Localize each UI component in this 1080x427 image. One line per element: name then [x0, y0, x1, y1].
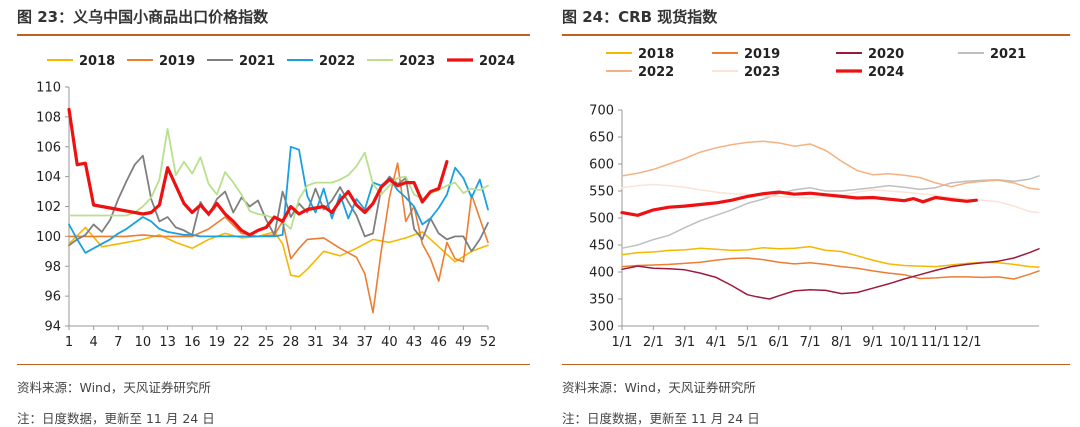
right-source-note: 资料来源：Wind，天风证券研究所	[562, 380, 756, 395]
x-tick-label: 5/1	[737, 335, 758, 350]
left-line-chart: 94 96 98 100 102 104 106 108 110 1 4 7 10 13 16 19 22 25 2…	[36, 54, 515, 350]
series-line-2024	[620, 190, 978, 217]
y-tick-label: 650	[589, 131, 614, 146]
x-tick-label: 19	[209, 335, 226, 350]
x-tick-label: 34	[332, 335, 349, 350]
y-tick-label: 550	[589, 185, 614, 200]
x-tick-label: 37	[356, 335, 373, 350]
y-tick-label: 300	[589, 320, 614, 335]
right-chart-title: 图 24：CRB 现货指数	[562, 8, 718, 26]
right-chart-panel: 图 24：CRB 现货指数 300 350 400 450 500 550 600 650 70…	[562, 0, 1070, 427]
x-tick-label: 40	[381, 335, 398, 350]
legend-label-2023: 2023	[744, 65, 780, 80]
x-tick-label: 25	[258, 335, 275, 350]
x-tick-label: 10/1	[890, 335, 919, 350]
y-tick-label: 102	[36, 200, 61, 215]
y-tick-label: 700	[589, 104, 614, 119]
right-title-rule	[562, 34, 1070, 36]
y-tick-label: 96	[44, 290, 61, 305]
y-tick-label: 106	[36, 140, 61, 155]
legend-label-2018: 2018	[79, 54, 115, 69]
left-bottom-rule	[17, 364, 530, 365]
x-tick-label: 1	[65, 335, 73, 350]
x-tick-label: 22	[233, 335, 250, 350]
legend-label-2019: 2019	[159, 54, 195, 69]
series-line-2022	[68, 145, 489, 254]
series-line-2018	[68, 226, 489, 278]
series-line-2024	[67, 107, 449, 237]
y-tick-label: 450	[589, 239, 614, 254]
y-tick-label: 94	[44, 320, 61, 335]
left-source-note: 资料来源：Wind，天风证券研究所	[17, 380, 211, 395]
legend-label-2021: 2021	[239, 54, 275, 69]
legend-label-2022: 2022	[638, 65, 674, 80]
y-tick-label: 100	[36, 230, 61, 245]
x-tick-label: 3/1	[674, 335, 695, 350]
x-tick-label: 28	[283, 335, 300, 350]
series-line-2023	[621, 183, 1040, 214]
right-bottom-rule	[562, 364, 1070, 365]
x-tick-label: 52	[480, 335, 497, 350]
series-line-2019	[68, 162, 489, 314]
x-tick-label: 4/1	[706, 335, 727, 350]
legend-label-2019: 2019	[744, 47, 780, 62]
right-line-chart: 300 350 400 450 500 550 600 650 700 1/1 2/1 3/1 4/1 5…	[589, 47, 1040, 350]
series-line-2022	[621, 140, 1040, 191]
x-tick-label: 6/1	[768, 335, 789, 350]
x-tick-label: 11/1	[921, 335, 950, 350]
y-tick-label: 110	[36, 81, 61, 96]
right-update-note: 注：日度数据，更新至 11 月 24 日	[562, 411, 760, 426]
y-tick-label: 350	[589, 293, 614, 308]
x-tick-label: 12/1	[952, 335, 981, 350]
x-tick-label: 7/1	[800, 335, 821, 350]
legend-label-2020: 2020	[868, 47, 904, 62]
legend-label-2024: 2024	[479, 54, 515, 69]
x-tick-label: 2/1	[643, 335, 664, 350]
y-tick-label: 108	[36, 110, 61, 125]
series-line-2020	[621, 248, 1040, 300]
legend-label-2018: 2018	[638, 47, 674, 62]
x-tick-label: 1/1	[612, 335, 633, 350]
left-title-rule	[17, 34, 530, 36]
x-tick-label: 16	[184, 335, 201, 350]
y-tick-label: 500	[589, 212, 614, 227]
left-update-note: 注：日度数据，更新至 11 月 24 日	[17, 411, 215, 426]
x-tick-label: 7	[114, 335, 122, 350]
x-tick-label: 43	[406, 335, 423, 350]
legend-label-2024: 2024	[868, 65, 904, 80]
y-tick-label: 400	[589, 266, 614, 281]
series-line-2021	[621, 175, 1040, 249]
x-tick-label: 13	[159, 335, 176, 350]
legend-label-2023: 2023	[399, 54, 435, 69]
x-tick-label: 49	[455, 335, 472, 350]
legend-label-2022: 2022	[319, 54, 355, 69]
x-tick-label: 31	[307, 335, 324, 350]
left-chart-panel: 图 23：义乌中国小商品出口价格指数 94 96 98 100 102 104 106 108…	[17, 0, 530, 427]
y-tick-label: 98	[44, 260, 61, 275]
y-tick-label: 104	[36, 170, 61, 185]
legend-label-2021: 2021	[990, 47, 1026, 62]
y-tick-label: 600	[589, 158, 614, 173]
x-tick-label: 4	[90, 335, 98, 350]
left-chart-title: 图 23：义乌中国小商品出口价格指数	[17, 8, 269, 26]
x-tick-label: 8/1	[831, 335, 852, 350]
series-line-2021	[68, 154, 489, 253]
series-line-2019	[621, 257, 1040, 280]
x-tick-label: 10	[135, 335, 152, 350]
x-tick-label: 9/1	[862, 335, 883, 350]
x-tick-label: 46	[430, 335, 447, 350]
